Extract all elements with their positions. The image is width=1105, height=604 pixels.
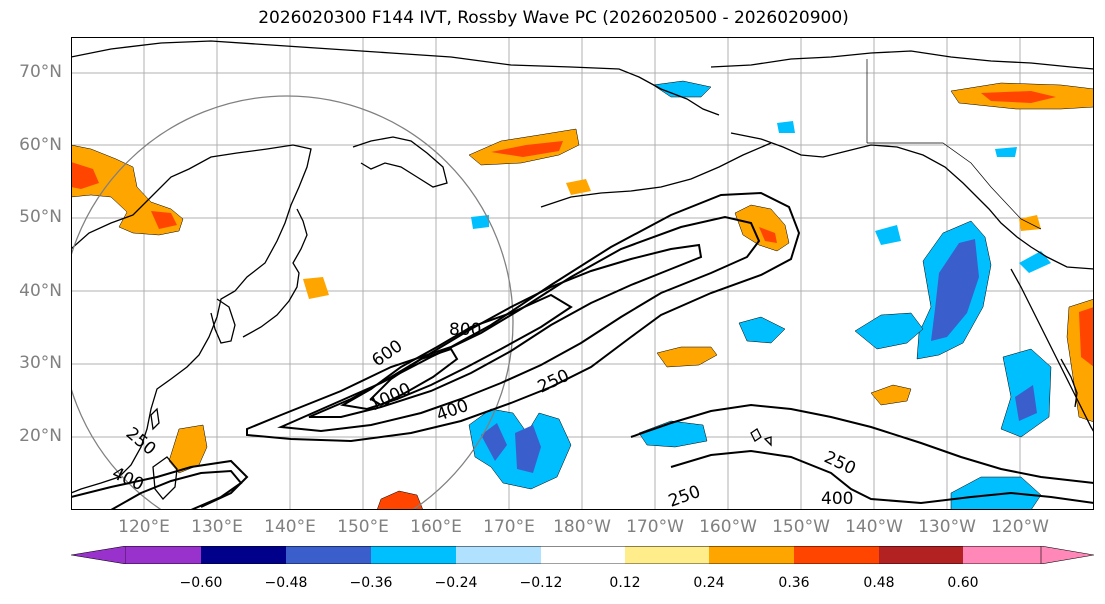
negative-anomaly-aleutian — [738, 316, 786, 344]
coastline-siberia — [71, 40, 720, 116]
colorbar-tick-048: 0.48 — [863, 575, 895, 591]
lat-label-70n: 70°N — [19, 62, 62, 82]
colorbar-tick-neg060: −0.60 — [179, 575, 223, 591]
positive-anomaly-arctic-core — [981, 91, 1056, 103]
coastline-alaska — [710, 50, 1094, 70]
coastline-alaska-south — [730, 132, 1094, 270]
lat-label-30n: 30°N — [19, 353, 62, 373]
ivt-contour-250-south — [71, 459, 249, 508]
negative-anomaly-bering — [652, 80, 712, 98]
positive-anomaly-asia-core — [71, 162, 99, 189]
positive-anomaly-asia-core-2 — [151, 211, 177, 229]
pc-anomaly-fill — [71, 82, 1094, 510]
positive-anomaly-small-1 — [566, 179, 591, 195]
lon-label-180w: 180°W — [553, 517, 611, 537]
positive-anomaly-small-2 — [303, 277, 329, 299]
lon-label-150e: 150°E — [337, 517, 389, 537]
lon-label-170w: 170°W — [626, 517, 684, 537]
positive-anomaly-east — [870, 384, 912, 406]
ivt-contour-250 — [246, 191, 801, 443]
colorbar-bin-8 — [709, 546, 794, 564]
lon-label-160e: 160°E — [410, 517, 462, 537]
coastline-aleutians — [540, 142, 772, 208]
colorbar-tick-060: 0.60 — [947, 575, 979, 591]
colorbar-extend-high — [1040, 546, 1094, 564]
positive-anomaly-hawaii-north — [656, 346, 718, 368]
negative-anomaly-small-1 — [875, 225, 901, 245]
lon-label-160w: 160°W — [699, 517, 757, 537]
negative-anomaly-small-4 — [995, 147, 1017, 157]
colorbar-tick-036: 0.36 — [778, 575, 810, 591]
lon-label-170e: 170°E — [483, 517, 535, 537]
ivt-contour-600 — [308, 243, 703, 418]
ivt-contour-400-southeast — [670, 449, 1094, 505]
positive-anomaly-california-core — [1079, 307, 1094, 367]
negative-anomaly-northeast-core — [931, 239, 979, 341]
lon-label-130e: 130°E — [191, 517, 243, 537]
negative-anomaly-small-2 — [1019, 251, 1051, 273]
ivt-contour-800 — [340, 293, 573, 411]
ivt-contour-400 — [277, 215, 761, 433]
coastline-north-america — [1010, 268, 1094, 433]
negative-anomaly-hawaii-core — [481, 423, 541, 473]
lon-label-140e: 140°E — [264, 517, 316, 537]
contour-label-800: 800 — [449, 320, 481, 340]
ivt-map: 1000 800 600 400 250 250 250 250 400 400 — [71, 37, 1094, 510]
coastline-asia — [71, 144, 312, 494]
negative-anomaly-small-3 — [471, 215, 489, 229]
colorbar-bin-10 — [879, 546, 963, 564]
coastline-taiwan — [150, 407, 160, 431]
negative-anomaly-fill — [468, 80, 1052, 510]
colorbar-tick-024: 0.24 — [693, 575, 725, 591]
colorbar-bin-1 — [126, 546, 201, 564]
colorbar-bin-11 — [963, 546, 1041, 564]
colorbar-bin-4 — [371, 546, 456, 564]
lat-label-60n: 60°N — [19, 135, 62, 155]
colorbar-tick-neg036: −0.36 — [349, 575, 393, 591]
colorbar-bin-9 — [794, 546, 879, 564]
coastline-kamchatka — [352, 136, 448, 188]
lat-label-50n: 50°N — [19, 207, 62, 227]
colorbar-tick-neg048: −0.48 — [264, 575, 308, 591]
coastline-baja — [1060, 358, 1078, 408]
colorbar-tick-012: 0.12 — [609, 575, 641, 591]
ivt-contour-250-southeast — [630, 403, 1094, 484]
lon-label-140w: 140°W — [845, 517, 903, 537]
ivt-contour-400-south — [110, 469, 243, 510]
colorbar-bin-7 — [625, 546, 709, 564]
colorbar-tick-neg024: −0.24 — [434, 575, 478, 591]
figure-title: 2026020300 F144 IVT, Rossby Wave PC (202… — [258, 8, 849, 28]
positive-anomaly-okhotsk-core — [491, 141, 563, 157]
lon-label-120e: 120°E — [118, 517, 170, 537]
lat-label-20n: 20°N — [19, 426, 62, 446]
contour-label-400-southeast: 400 — [821, 489, 853, 509]
colorbar-bin-6 — [541, 546, 625, 564]
colorbar-extend-low — [71, 546, 127, 564]
coastlines — [71, 40, 1094, 500]
ivt-contours — [71, 191, 1094, 510]
ivt-contour-1000 — [369, 347, 459, 407]
lon-label-130w: 130°W — [918, 517, 976, 537]
positive-anomaly-small-3 — [1019, 215, 1041, 231]
colorbar-bin-3 — [286, 546, 371, 564]
coastline-canada-border — [866, 59, 1042, 230]
map-border — [71, 37, 1094, 510]
coastline-hawaii — [750, 428, 772, 447]
colorbar-bin-2 — [201, 546, 286, 564]
coastline-korea — [210, 298, 236, 344]
coastline-japan — [242, 208, 308, 338]
negative-anomaly-small-5 — [777, 121, 795, 133]
lon-label-120w: 120°W — [991, 517, 1049, 537]
colorbar-tick-neg012: −0.12 — [519, 575, 563, 591]
negative-anomaly-east-subtropics-core — [1015, 385, 1037, 421]
positive-anomaly-gulf-alaska-core — [759, 227, 777, 243]
coastline-philippines — [152, 456, 178, 500]
lat-label-40n: 40°N — [19, 281, 62, 301]
lon-label-150w: 150°W — [772, 517, 830, 537]
positive-anomaly-south — [376, 490, 424, 510]
colorbar-bin-5 — [456, 546, 541, 564]
negative-anomaly-north-pacific-west — [854, 312, 924, 350]
reference-circle — [71, 95, 514, 510]
colorbar — [71, 546, 1094, 564]
